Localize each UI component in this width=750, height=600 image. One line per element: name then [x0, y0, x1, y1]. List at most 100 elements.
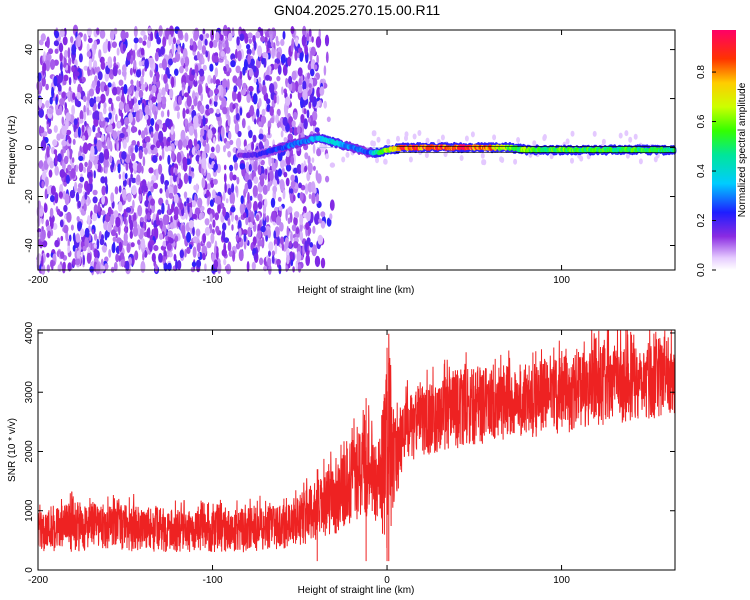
noise-cell [75, 233, 81, 243]
noise-cell [86, 50, 92, 58]
noise-cell [237, 219, 242, 230]
noise-cell [127, 125, 131, 137]
noise-cell [532, 140, 537, 147]
noise-cell [176, 39, 181, 45]
noise-cell [316, 193, 319, 204]
noise-cell [84, 237, 89, 248]
noise-cell [144, 136, 151, 144]
noise-cell [55, 153, 58, 165]
noise-cell [314, 187, 317, 194]
noise-cell [123, 226, 127, 233]
noise-cell [83, 111, 87, 121]
noise-cell [253, 77, 257, 84]
noise-cell [177, 260, 182, 270]
noise-cell [227, 114, 231, 127]
noise-cell [88, 176, 93, 185]
noise-cell [126, 51, 131, 61]
noise-cell [161, 202, 165, 215]
noise-cell [176, 176, 180, 185]
noise-cell [258, 97, 262, 107]
noise-cell [309, 114, 314, 127]
noise-cell [92, 124, 96, 133]
noise-cell [271, 210, 277, 222]
noise-cell [227, 187, 232, 195]
noise-cell [59, 28, 65, 38]
noise-cell [275, 35, 279, 44]
noise-cell [215, 225, 220, 234]
noise-cell [146, 228, 150, 238]
noise-cell [210, 232, 215, 244]
noise-cell [68, 76, 72, 86]
noise-cell [308, 83, 312, 89]
noise-cell [152, 75, 157, 85]
noise-cell [197, 197, 203, 208]
noise-cell [187, 85, 191, 94]
noise-cell [267, 126, 271, 136]
noise-cell [104, 176, 108, 186]
noise-cell [296, 251, 302, 263]
noise-cell [319, 143, 324, 150]
noise-cell [175, 259, 178, 270]
noise-cell [213, 55, 219, 63]
noise-cell [173, 184, 178, 196]
noise-cell [215, 144, 221, 154]
noise-cell [311, 244, 318, 257]
noise-cell [58, 191, 63, 198]
colorbar-tick-label: 0.2 [696, 213, 707, 227]
noise-cell [265, 31, 269, 38]
noise-cell [129, 230, 133, 239]
noise-cell [64, 49, 68, 59]
noise-cell [326, 116, 331, 123]
noise-cell [168, 58, 173, 66]
noise-cell [75, 258, 81, 266]
noise-cell [198, 212, 203, 221]
noise-cell [247, 53, 251, 65]
colorbar-tick-label: 0.8 [696, 65, 707, 79]
noise-cell [192, 40, 196, 53]
noise-cell [248, 85, 254, 92]
noise-cell [108, 249, 112, 258]
noise-cell [570, 130, 575, 137]
noise-cell [228, 131, 232, 140]
noise-cell [150, 131, 154, 138]
noise-cell [114, 186, 119, 195]
colorbar: 0.0 0.2 0.4 0.6 0.8 Normalized spectral ampl… [696, 30, 748, 277]
noise-cell [38, 97, 43, 109]
noise-cell [107, 56, 113, 66]
noise-cell [260, 115, 267, 125]
noise-cell [125, 260, 130, 271]
noise-cell [345, 151, 350, 158]
noise-cell [121, 127, 127, 134]
noise-cell [94, 110, 100, 120]
noise-cell [247, 32, 253, 39]
noise-cell [282, 30, 286, 40]
noise-cell [183, 191, 188, 199]
spectrogram-y-tick-label: -20 [24, 189, 35, 204]
noise-cell [151, 84, 157, 94]
noise-cell [194, 64, 199, 76]
noise-cell [306, 109, 310, 119]
noise-cell [259, 83, 262, 92]
noise-cell [119, 132, 125, 139]
noise-cell [170, 215, 173, 225]
noise-cell [168, 192, 174, 199]
noise-cell [125, 207, 132, 213]
noise-cell [197, 114, 202, 125]
noise-cell [140, 75, 144, 85]
noise-cell [115, 113, 118, 122]
noise-cell [38, 39, 44, 46]
noise-cell [246, 44, 251, 50]
noise-cell [141, 130, 146, 140]
noise-cell [92, 189, 98, 196]
noise-cell [300, 162, 304, 174]
noise-cell [104, 71, 110, 82]
noise-cell [72, 244, 76, 252]
snr-y-axis: 0 1000 2000 3000 4000 [24, 321, 675, 573]
noise-cell [137, 99, 141, 106]
noise-cell [283, 65, 288, 76]
noise-cell [163, 73, 168, 84]
noise-cell [120, 112, 124, 119]
noise-cell [102, 41, 109, 54]
noise-cell [83, 33, 87, 42]
noise-cell [115, 233, 118, 239]
